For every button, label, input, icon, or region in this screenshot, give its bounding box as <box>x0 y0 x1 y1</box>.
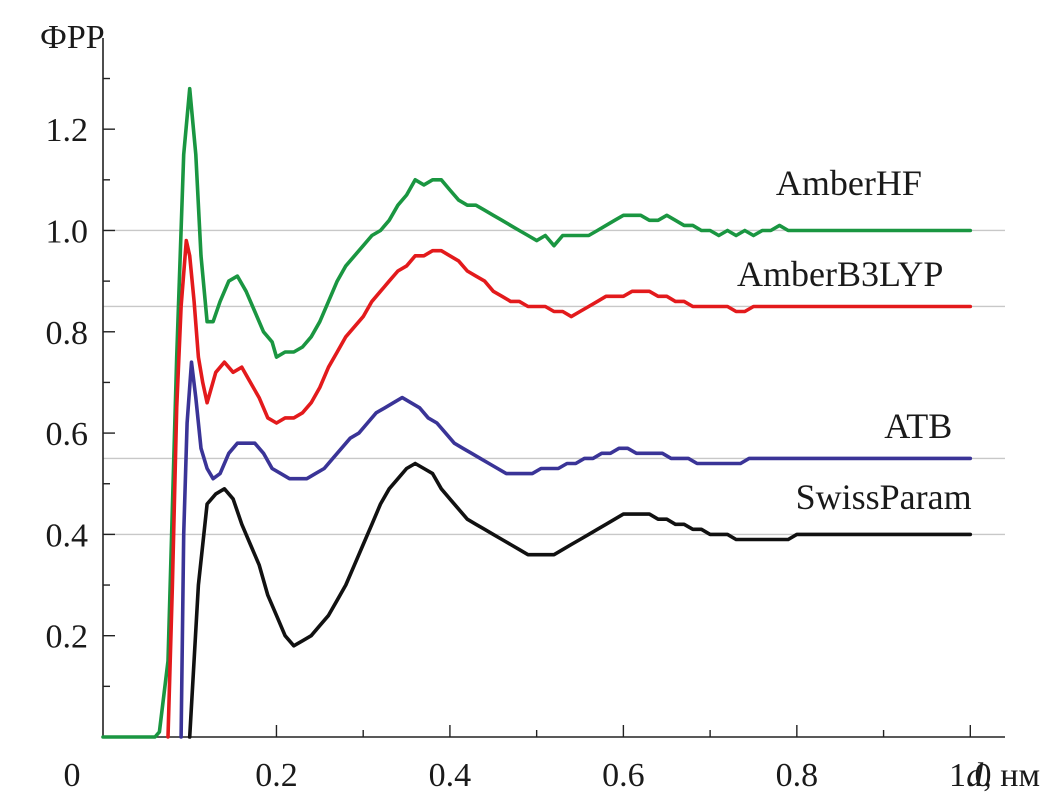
x-axis-title-unit: , нм <box>983 757 1040 794</box>
y-tick-label: 0.8 <box>46 315 89 352</box>
series-line-swissparam <box>187 461 973 739</box>
series-label-swissparam: SwissParam <box>796 477 972 517</box>
x-tick-label: 1.0 <box>949 757 992 794</box>
y-tick-label: 0.6 <box>46 416 89 453</box>
y-tick-label: 0.4 <box>46 517 89 554</box>
y-tick-label: 1.0 <box>46 213 89 250</box>
x-axis-title: d, нм <box>966 757 1040 794</box>
x-tick-label: 0.2 <box>255 757 298 794</box>
x-tick-label: 0.8 <box>776 757 819 794</box>
series-label-amberb3lyp: AmberB3LYP <box>737 254 943 294</box>
series-line-amberhf <box>101 86 973 739</box>
series-line-amberb3lyp <box>166 238 973 739</box>
x-axis-title-variable: d <box>966 757 984 794</box>
y-tick-label: 1.2 <box>46 112 89 149</box>
axes: 0 0.2 0.4 0.6 0.8 1.0 0.2 0.4 0.6 0.8 1.0 1.2 <box>46 38 1005 794</box>
series-label-amberhf: AmberHF <box>776 163 922 203</box>
y-tick-label: 0.2 <box>46 619 89 656</box>
y-axis-title: ФРР <box>40 19 105 56</box>
x-tick-label: 0 <box>64 757 81 794</box>
x-tick-label: 0.6 <box>602 757 645 794</box>
series-labels: AmberHF AmberB3LYP ATB SwissParam <box>737 163 972 517</box>
series-lines <box>101 86 973 739</box>
series-line-atb <box>179 360 973 739</box>
series-label-atb: ATB <box>884 406 952 446</box>
x-tick-label: 0.4 <box>429 757 472 794</box>
